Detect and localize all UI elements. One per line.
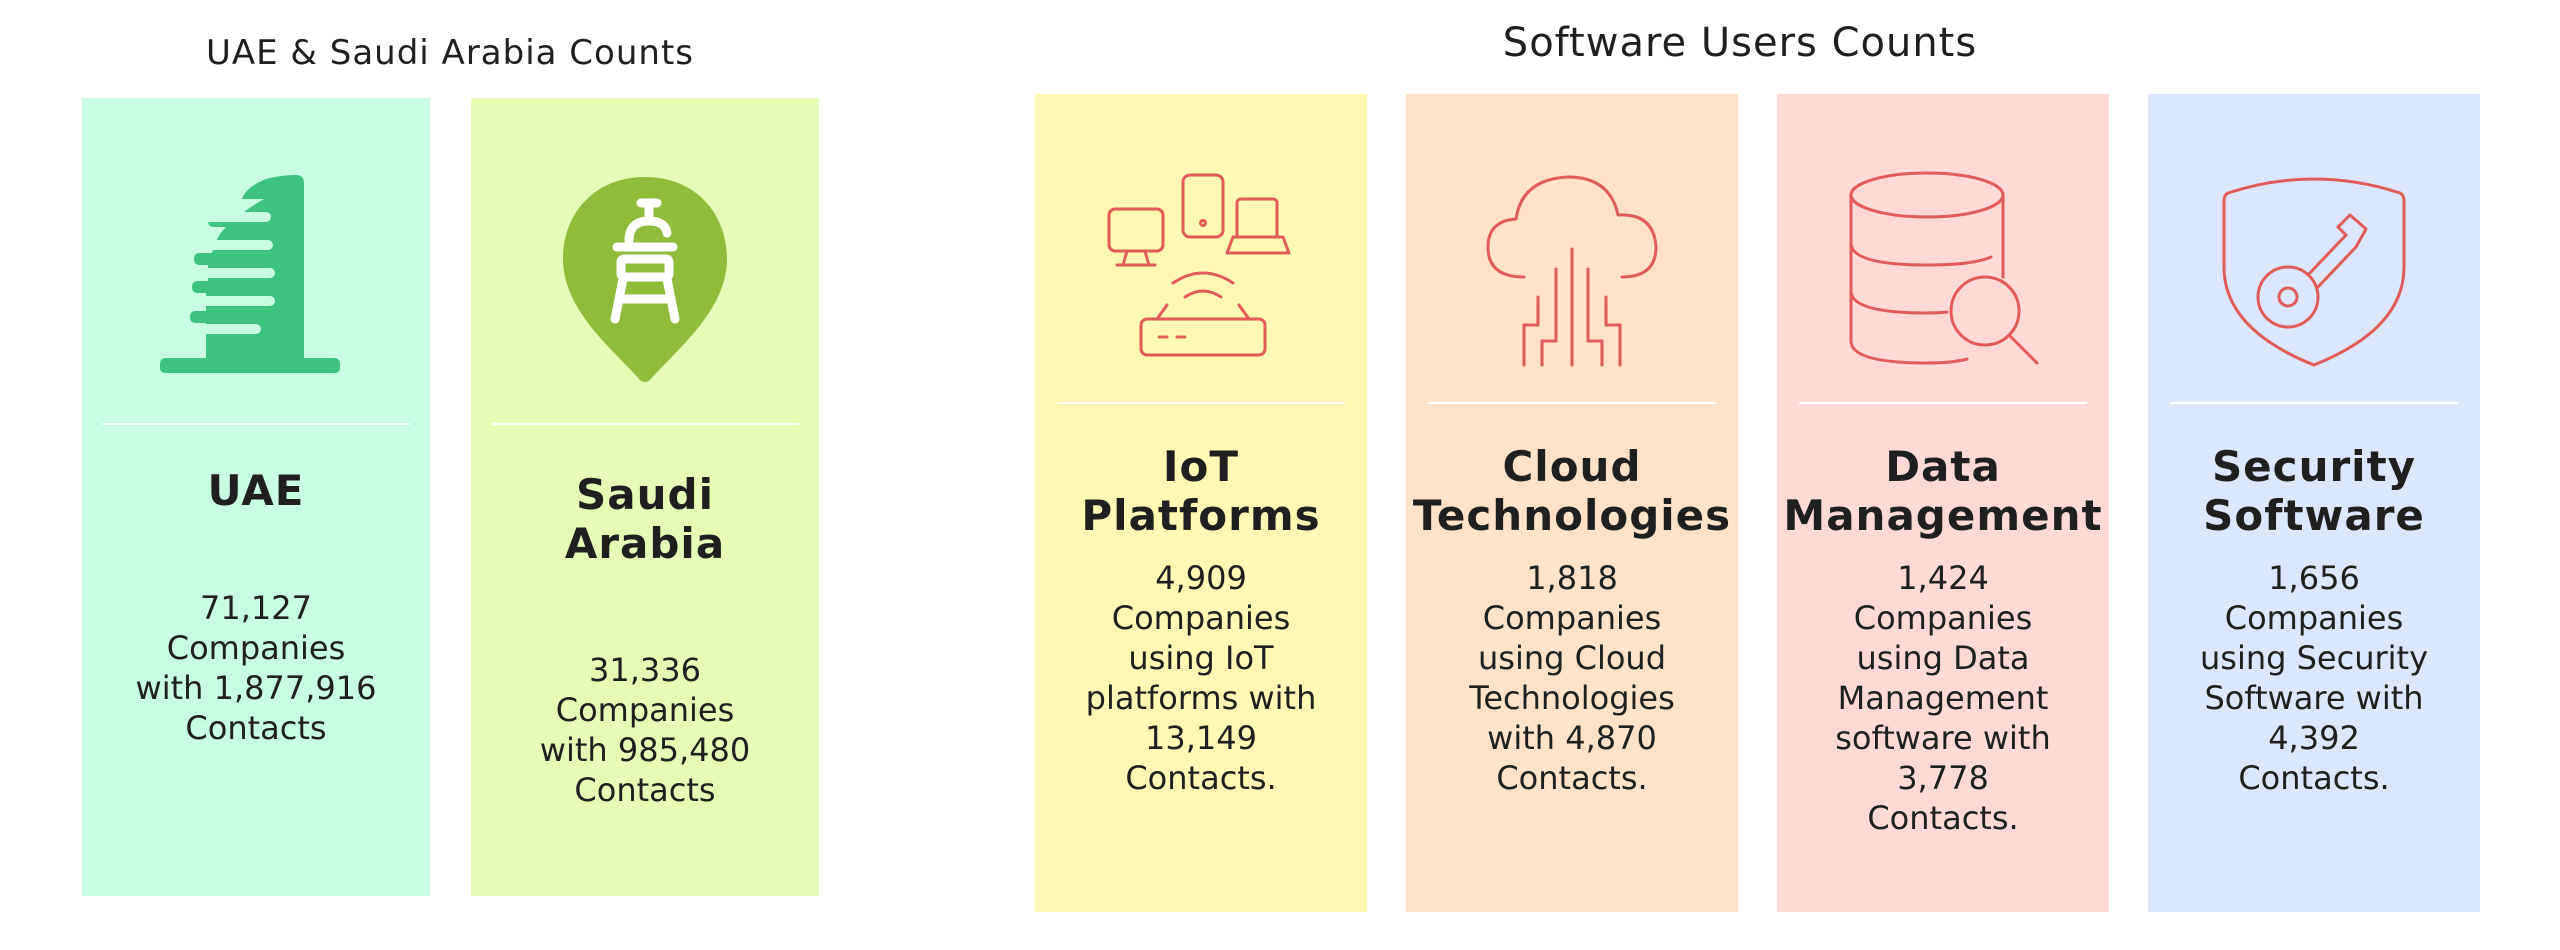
description-line: 71,127 bbox=[200, 589, 312, 627]
cloud-circuit-icon bbox=[1406, 144, 1738, 394]
card-description: 31,336 Companies with 985,480 Contacts bbox=[471, 650, 819, 810]
uae-card: UAE 71,127 Companies with 1,877,916 Contact… bbox=[82, 98, 430, 896]
description-line: Contacts. bbox=[1496, 759, 1648, 797]
building-icon bbox=[82, 153, 430, 413]
description-line: using IoT bbox=[1128, 639, 1274, 677]
data-management-card: Data Management 1,424 Companies using Data… bbox=[1777, 94, 2109, 912]
card-title: Data Management bbox=[1783, 442, 2103, 540]
description-line: with 985,480 bbox=[539, 731, 751, 769]
description-line: 1,818 bbox=[1526, 559, 1618, 597]
card-title: IoT Platforms bbox=[1081, 442, 1321, 540]
description-line: Contacts. bbox=[1867, 799, 2019, 837]
iot-platforms-card: IoT Platforms 4,909 Companies using IoT pla… bbox=[1035, 94, 1367, 912]
description-line: 4,909 bbox=[1155, 559, 1247, 597]
description-line: Companies bbox=[555, 691, 735, 729]
description-line: Management bbox=[1837, 679, 2049, 717]
shield-key-icon bbox=[2148, 144, 2480, 394]
card-title: UAE bbox=[207, 466, 305, 515]
database-search-icon bbox=[1777, 144, 2109, 394]
description-line: with 4,870 bbox=[1487, 719, 1657, 757]
description-line: Software with bbox=[2204, 679, 2424, 717]
card-description: 1,818 Companies using Cloud Technologies wit… bbox=[1406, 558, 1738, 798]
card-description: 71,127 Companies with 1,877,916 Contacts bbox=[82, 588, 430, 748]
description-line: 4,392 bbox=[2268, 719, 2360, 757]
card-title: Cloud Technologies bbox=[1412, 442, 1732, 540]
description-line: Contacts. bbox=[1125, 759, 1277, 797]
landmark-pin-icon bbox=[471, 153, 819, 413]
security-software-card: Security Software 1,656 Companies using Se… bbox=[2148, 94, 2480, 912]
regions-heading: UAE & Saudi Arabia Counts bbox=[206, 33, 694, 73]
description-line: Companies bbox=[1111, 599, 1291, 637]
description-line: 3,778 bbox=[1897, 759, 1989, 797]
description-line: with 1,877,916 bbox=[135, 669, 377, 707]
description-line: Contacts bbox=[574, 771, 716, 809]
description-line: Contacts. bbox=[2238, 759, 2390, 797]
description-line: 13,149 bbox=[1145, 719, 1257, 757]
card-title: Saudi Arabia bbox=[564, 470, 726, 568]
description-line: using Cloud bbox=[1477, 639, 1666, 677]
description-line: Companies bbox=[1482, 599, 1662, 637]
description-line: Contacts bbox=[185, 709, 327, 747]
description-line: Companies bbox=[1853, 599, 2033, 637]
description-line: platforms with bbox=[1085, 679, 1317, 717]
description-line: Companies bbox=[166, 629, 346, 667]
description-line: using Security bbox=[2199, 639, 2428, 677]
description-line: 1,656 bbox=[2268, 559, 2360, 597]
cloud-technologies-card: Cloud Technologies 1,818 Companies using C… bbox=[1406, 94, 1738, 912]
description-line: using Data bbox=[1856, 639, 2030, 677]
iot-devices-icon bbox=[1035, 144, 1367, 394]
card-title: Security Software bbox=[2203, 442, 2425, 540]
card-description: 4,909 Companies using IoT platforms with 13,… bbox=[1035, 558, 1367, 798]
description-line: Companies bbox=[2224, 599, 2404, 637]
description-line: software with bbox=[1835, 719, 2051, 757]
card-description: 1,424 Companies using Data Management softwa… bbox=[1777, 558, 2109, 838]
description-line: Technologies bbox=[1469, 679, 1675, 717]
description-line: 1,424 bbox=[1897, 559, 1989, 597]
saudi-arabia-card: Saudi Arabia 31,336 Companies with 985,480… bbox=[471, 98, 819, 896]
card-description: 1,656 Companies using Security Software wit… bbox=[2148, 558, 2480, 798]
description-line: 31,336 bbox=[589, 651, 701, 689]
software-heading: Software Users Counts bbox=[1502, 20, 1978, 66]
